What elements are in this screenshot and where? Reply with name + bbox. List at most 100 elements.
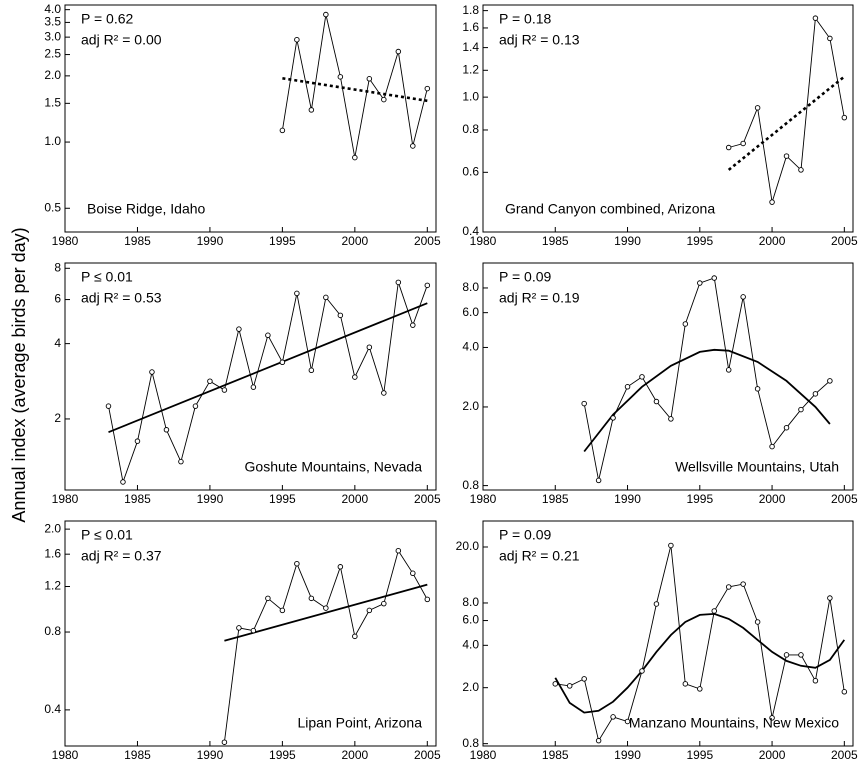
y-tick-label: 1.6 bbox=[462, 20, 479, 34]
data-point bbox=[279, 127, 286, 134]
data-point bbox=[653, 601, 660, 607]
data-point bbox=[595, 477, 602, 484]
plot-frame bbox=[482, 4, 854, 233]
y-tick-label: 6.0 bbox=[462, 305, 479, 319]
data-point bbox=[639, 668, 645, 674]
data-point bbox=[754, 619, 761, 625]
data-point bbox=[294, 290, 300, 297]
stat-annotation: adj R² = 0.53 bbox=[81, 290, 162, 306]
data-point bbox=[424, 596, 431, 603]
data-point bbox=[207, 378, 213, 384]
data-point bbox=[668, 542, 674, 549]
x-tick-label: 1990 bbox=[614, 234, 641, 248]
y-tick-label: 1.2 bbox=[44, 579, 61, 593]
y-tick-label: 1.8 bbox=[462, 3, 479, 17]
plot-frame bbox=[64, 262, 437, 491]
data-point bbox=[120, 479, 126, 485]
data-point bbox=[827, 595, 833, 601]
data-point bbox=[366, 607, 373, 614]
data-point bbox=[639, 374, 645, 380]
y-tick-label: 6.0 bbox=[462, 613, 479, 627]
data-point bbox=[221, 739, 228, 745]
data-point bbox=[265, 332, 271, 339]
y-tick-label: 8.0 bbox=[462, 280, 479, 294]
data-point bbox=[366, 76, 373, 82]
x-tick-label: 2000 bbox=[341, 748, 368, 762]
data-point bbox=[410, 143, 416, 149]
data-point bbox=[381, 390, 387, 396]
stat-annotation: P ≤ 0.01 bbox=[81, 527, 133, 543]
stat-annotation: adj R² = 0.00 bbox=[81, 32, 162, 48]
data-point bbox=[841, 689, 848, 695]
x-tick-label: 1980 bbox=[470, 748, 497, 762]
data-point bbox=[352, 154, 358, 161]
data-point bbox=[236, 625, 242, 631]
data-point bbox=[827, 378, 833, 384]
x-tick-label: 1985 bbox=[124, 748, 151, 762]
data-point bbox=[294, 36, 300, 43]
x-tick-label: 1995 bbox=[269, 492, 296, 506]
stat-annotation: adj R² = 0.19 bbox=[499, 290, 580, 306]
x-tick-label: 1995 bbox=[686, 748, 713, 762]
y-tick-label: 0.4 bbox=[44, 702, 61, 716]
x-tick-label: 2000 bbox=[759, 748, 786, 762]
data-point bbox=[682, 681, 689, 687]
x-tick-label: 1990 bbox=[197, 748, 224, 762]
data-point bbox=[769, 715, 775, 721]
data-point bbox=[410, 322, 416, 328]
y-tick-label: 1.2 bbox=[462, 62, 479, 76]
x-tick-label: 2005 bbox=[414, 234, 441, 248]
data-point bbox=[610, 714, 616, 720]
data-point bbox=[798, 406, 804, 413]
x-tick-label: 2000 bbox=[341, 492, 368, 506]
y-tick-label: 4 bbox=[54, 336, 61, 350]
data-line bbox=[583, 277, 831, 481]
x-tick-label: 2005 bbox=[831, 748, 858, 762]
data-point bbox=[192, 403, 199, 409]
data-line bbox=[281, 14, 428, 158]
data-point bbox=[134, 438, 141, 444]
x-tick-label: 2005 bbox=[414, 492, 441, 506]
y-tick-label: 0.5 bbox=[44, 200, 61, 214]
data-point bbox=[294, 560, 300, 567]
data-point bbox=[798, 652, 804, 658]
x-tick-label: 1985 bbox=[542, 492, 569, 506]
data-point bbox=[711, 275, 718, 281]
data-point bbox=[410, 570, 416, 577]
data-point bbox=[308, 595, 315, 602]
data-point bbox=[366, 344, 373, 350]
y-tick-label: 0.6 bbox=[462, 164, 479, 178]
data-point bbox=[711, 608, 718, 614]
site-label: Wellsville Mountains, Utah bbox=[675, 459, 839, 475]
data-point bbox=[105, 403, 112, 409]
x-tick-label: 2000 bbox=[341, 234, 368, 248]
x-tick-label: 1985 bbox=[542, 748, 569, 762]
data-point bbox=[754, 386, 761, 392]
data-point bbox=[595, 737, 602, 744]
data-point bbox=[178, 458, 184, 465]
stat-annotation: adj R² = 0.37 bbox=[81, 548, 162, 564]
data-point bbox=[279, 359, 286, 365]
stat-annotation: P = 0.09 bbox=[499, 269, 552, 285]
data-point bbox=[424, 282, 431, 289]
y-tick-label: 8.0 bbox=[462, 595, 479, 609]
data-point bbox=[581, 400, 587, 407]
data-point bbox=[250, 627, 257, 634]
fit-line bbox=[727, 75, 846, 171]
data-point bbox=[783, 424, 790, 431]
y-tick-label: 1.5 bbox=[44, 96, 61, 110]
x-tick-label: 1985 bbox=[124, 492, 151, 506]
data-line bbox=[223, 549, 428, 743]
data-point bbox=[754, 105, 761, 111]
data-point bbox=[841, 114, 848, 121]
y-tick-label: 6 bbox=[54, 292, 61, 306]
stat-annotation: P = 0.09 bbox=[499, 527, 552, 543]
fit-line bbox=[282, 77, 428, 103]
x-tick-label: 1985 bbox=[542, 234, 569, 248]
data-point bbox=[697, 280, 703, 286]
x-tick-label: 1980 bbox=[470, 492, 497, 506]
fit-line bbox=[554, 612, 846, 714]
data-point bbox=[581, 676, 587, 682]
data-point bbox=[769, 443, 775, 450]
